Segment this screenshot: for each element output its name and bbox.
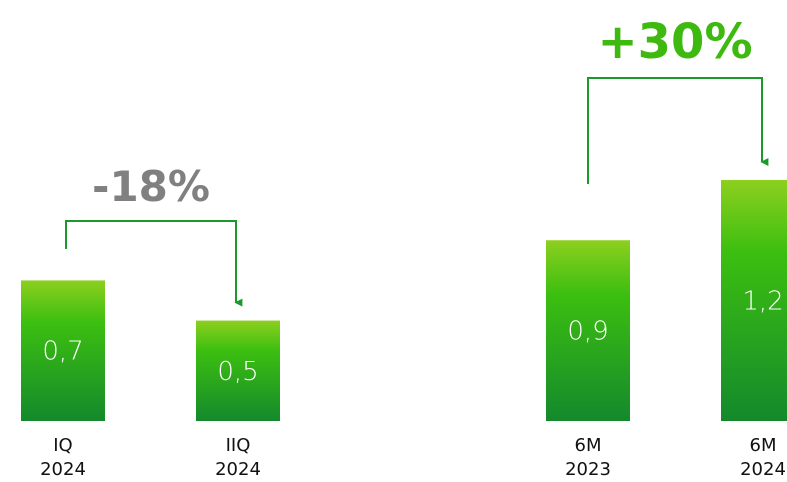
bar-value-label-3: 0,9 xyxy=(567,317,608,347)
category-label-4-line-2: 2024 xyxy=(740,459,786,480)
change-connector-arrow-1 xyxy=(65,220,243,307)
bar-value-label-1: 0,7 xyxy=(42,337,83,367)
category-label-1-line-1: IQ xyxy=(53,435,72,456)
bar-1 xyxy=(21,280,105,421)
category-label-2-line-1: IIQ xyxy=(226,435,251,456)
bar-3 xyxy=(546,240,630,421)
change-percent-label-2: +30% xyxy=(597,14,752,70)
bar-2 xyxy=(196,320,280,421)
change-connector-arrow-2 xyxy=(587,77,769,184)
bar-value-label-2: 0,5 xyxy=(217,357,258,387)
category-label-4-line-1: 6M xyxy=(750,435,777,456)
category-label-1-line-2: 2024 xyxy=(40,459,86,480)
category-label-3-line-1: 6M xyxy=(575,435,602,456)
bar-value-label-4: 1,2 xyxy=(742,287,783,317)
bar-4 xyxy=(721,180,787,421)
category-label-3-line-2: 2023 xyxy=(565,459,611,480)
change-percent-label-1: -18% xyxy=(92,162,210,211)
category-label-2-line-2: 2024 xyxy=(215,459,261,480)
